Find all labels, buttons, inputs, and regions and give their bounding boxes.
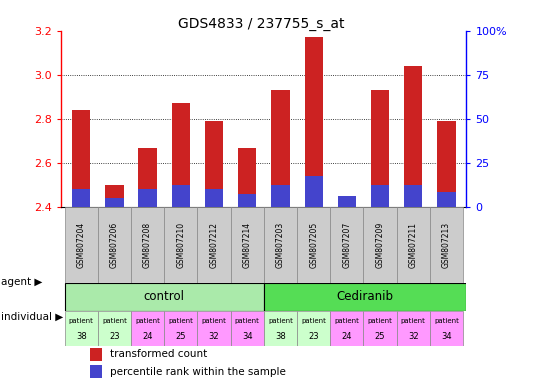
Bar <box>205 189 223 207</box>
Bar <box>197 311 231 346</box>
Bar <box>371 90 389 207</box>
Bar <box>64 311 98 346</box>
Text: patient: patient <box>401 318 426 324</box>
Text: GSM807206: GSM807206 <box>110 222 119 268</box>
Text: GSM807213: GSM807213 <box>442 222 451 268</box>
Text: 34: 34 <box>242 333 253 341</box>
Bar <box>338 196 356 207</box>
Bar <box>330 207 364 283</box>
Text: GSM807214: GSM807214 <box>243 222 252 268</box>
Bar <box>72 189 91 207</box>
Bar <box>106 185 124 207</box>
Bar <box>264 283 466 311</box>
Text: 24: 24 <box>142 333 153 341</box>
Bar <box>172 185 190 207</box>
Bar <box>330 311 364 346</box>
Text: 25: 25 <box>375 333 385 341</box>
Bar <box>264 207 297 283</box>
Text: GSM807208: GSM807208 <box>143 222 152 268</box>
Bar <box>172 103 190 207</box>
Text: GSM807210: GSM807210 <box>176 222 185 268</box>
Text: GSM807203: GSM807203 <box>276 222 285 268</box>
Bar <box>404 66 422 207</box>
Bar <box>271 185 289 207</box>
Text: patient: patient <box>201 318 227 324</box>
Bar <box>139 189 157 207</box>
Text: patient: patient <box>268 318 293 324</box>
Text: 24: 24 <box>342 333 352 341</box>
Bar <box>297 207 330 283</box>
Bar <box>139 147 157 207</box>
Bar <box>404 185 422 207</box>
Text: 38: 38 <box>76 333 86 341</box>
Bar <box>131 207 164 283</box>
Text: patient: patient <box>102 318 127 324</box>
Bar <box>197 207 231 283</box>
Text: 38: 38 <box>275 333 286 341</box>
Text: individual ▶: individual ▶ <box>1 312 63 322</box>
Bar <box>338 196 356 207</box>
Text: Cediranib: Cediranib <box>337 290 393 303</box>
Bar <box>231 311 264 346</box>
Bar <box>304 37 323 207</box>
Text: patient: patient <box>334 318 359 324</box>
Bar <box>397 311 430 346</box>
Text: patient: patient <box>235 318 260 324</box>
Bar <box>364 207 397 283</box>
Bar <box>90 348 102 361</box>
Text: 34: 34 <box>441 333 452 341</box>
Bar <box>131 311 164 346</box>
Bar <box>238 147 256 207</box>
Bar <box>98 311 131 346</box>
Text: GSM807209: GSM807209 <box>376 222 384 268</box>
Text: GDS4833 / 237755_s_at: GDS4833 / 237755_s_at <box>178 17 344 31</box>
Bar <box>205 121 223 207</box>
Bar <box>271 90 289 207</box>
Bar <box>164 207 197 283</box>
Bar <box>98 207 131 283</box>
Bar <box>72 110 91 207</box>
Text: control: control <box>144 290 185 303</box>
Text: patient: patient <box>368 318 392 324</box>
Bar <box>106 198 124 207</box>
Text: percentile rank within the sample: percentile rank within the sample <box>110 366 286 376</box>
Text: patient: patient <box>69 318 94 324</box>
Bar <box>364 311 397 346</box>
Bar <box>164 311 197 346</box>
Bar <box>90 365 102 378</box>
Bar <box>430 207 463 283</box>
Bar <box>264 311 297 346</box>
Bar <box>238 194 256 207</box>
Bar <box>64 283 264 311</box>
Text: patient: patient <box>135 318 160 324</box>
Text: GSM807211: GSM807211 <box>409 222 418 268</box>
Text: transformed count: transformed count <box>110 349 207 359</box>
Text: GSM807205: GSM807205 <box>309 222 318 268</box>
Text: 23: 23 <box>308 333 319 341</box>
Text: 25: 25 <box>175 333 186 341</box>
Bar <box>231 207 264 283</box>
Text: GSM807212: GSM807212 <box>209 222 219 268</box>
Text: patient: patient <box>434 318 459 324</box>
Text: GSM807204: GSM807204 <box>77 222 86 268</box>
Bar <box>430 311 463 346</box>
Bar <box>371 185 389 207</box>
Bar <box>297 311 330 346</box>
Text: 32: 32 <box>408 333 418 341</box>
Bar <box>437 121 456 207</box>
Bar <box>437 192 456 207</box>
Bar <box>64 207 98 283</box>
Text: agent ▶: agent ▶ <box>1 277 43 287</box>
Text: 32: 32 <box>209 333 220 341</box>
Text: patient: patient <box>301 318 326 324</box>
Bar <box>304 176 323 207</box>
Bar <box>397 207 430 283</box>
Text: 23: 23 <box>109 333 120 341</box>
Text: patient: patient <box>168 318 193 324</box>
Text: GSM807207: GSM807207 <box>342 222 351 268</box>
